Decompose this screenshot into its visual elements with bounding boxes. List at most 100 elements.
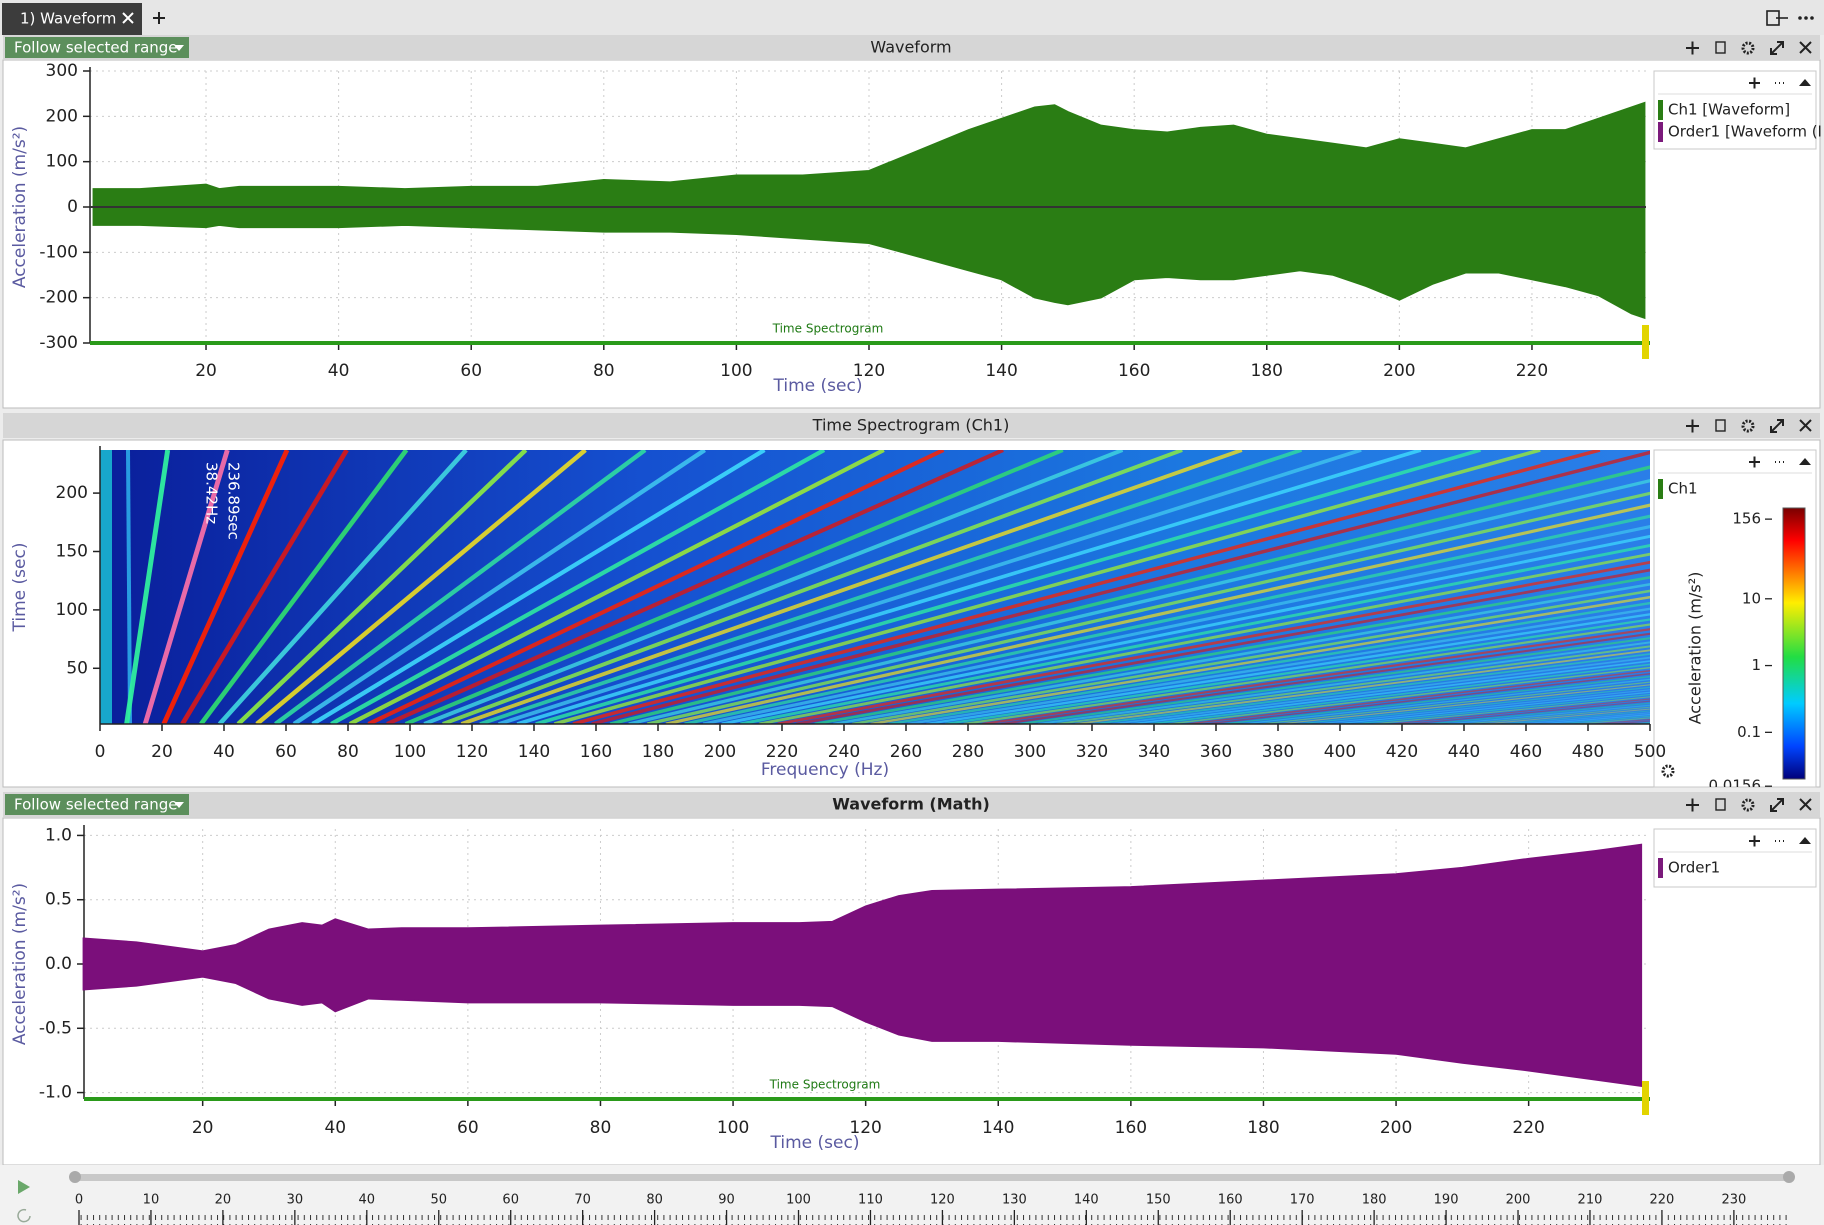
legend-tools[interactable] <box>1749 456 1784 468</box>
slider-track[interactable] <box>72 1174 1792 1181</box>
y-tick-label: -0.5 <box>39 1018 72 1038</box>
order-line <box>1130 660 1650 724</box>
copy-icon[interactable] <box>1715 41 1726 54</box>
y-tick-label: 100 <box>56 600 88 620</box>
colorbar-settings[interactable] <box>1661 764 1675 778</box>
x-tick-label: 280 <box>952 742 984 762</box>
legend-tools[interactable] <box>1749 77 1784 89</box>
x-tick-label: 60 <box>275 742 297 762</box>
maximize-icon[interactable] <box>1770 419 1784 433</box>
order-line <box>684 514 1650 724</box>
legend-label[interactable]: Order1 [Waveform (I <box>1668 123 1822 141</box>
range-marker[interactable] <box>1642 1081 1649 1115</box>
settings-icon[interactable] <box>1741 419 1755 433</box>
order-line <box>702 525 1650 724</box>
close-icon[interactable] <box>1799 41 1812 54</box>
order-line <box>535 450 1482 724</box>
x-tick-label: 20 <box>192 1118 214 1138</box>
order-line <box>1075 649 1650 724</box>
x-tick-label: 200 <box>1380 1118 1412 1138</box>
x-tick-label: 260 <box>890 742 922 762</box>
follow-range-button[interactable] <box>5 37 189 58</box>
x-tick-label: 180 <box>1251 361 1283 381</box>
timeline-tick-label: 30 <box>287 1193 304 1208</box>
slider-handle[interactable] <box>69 1171 81 1183</box>
legend-collapse[interactable] <box>1799 79 1811 86</box>
order-line <box>217 450 468 724</box>
order-line <box>1223 675 1650 724</box>
x-tick-label: 60 <box>460 361 482 381</box>
ruler <box>79 1215 1791 1225</box>
range-strip[interactable] <box>84 1097 1650 1101</box>
follow-range-label[interactable]: Follow selected range <box>14 39 178 57</box>
maximize-icon[interactable] <box>1770 798 1784 812</box>
timeline-tick-label: 130 <box>1002 1193 1027 1208</box>
legend-swatch[interactable] <box>1658 858 1663 878</box>
new-tab[interactable] <box>153 12 165 24</box>
x-tick-label: 100 <box>394 742 426 762</box>
order-line <box>199 450 409 724</box>
settings-icon[interactable] <box>1741 798 1755 812</box>
dropdown-arrow[interactable] <box>174 45 184 51</box>
legend-label[interactable]: Ch1 <box>1668 480 1698 498</box>
legend-swatch[interactable] <box>1658 479 1663 499</box>
tab[interactable] <box>2 3 142 35</box>
legend-label[interactable]: Order1 <box>1668 859 1720 877</box>
close-icon[interactable] <box>1799 419 1812 432</box>
order-line <box>944 618 1650 724</box>
loop-button[interactable] <box>17 1208 31 1223</box>
play-button[interactable] <box>18 1180 30 1194</box>
order-line <box>889 601 1650 724</box>
x-tick-label: 100 <box>720 361 752 381</box>
x-tick-label: 100 <box>717 1118 749 1138</box>
x-tick-label: 180 <box>642 742 674 762</box>
panel-title: Waveform <box>870 38 951 57</box>
timeline-tick-label: 160 <box>1218 1193 1243 1208</box>
legend-label[interactable]: Ch1 [Waveform] <box>1668 101 1790 119</box>
follow-range-button[interactable] <box>5 794 189 815</box>
x-tick-label: 400 <box>1324 742 1356 762</box>
order-line <box>1112 656 1650 724</box>
maximize-icon[interactable] <box>1770 41 1784 55</box>
legend-collapse[interactable] <box>1799 837 1811 844</box>
legend-collapse[interactable] <box>1799 458 1811 465</box>
x-tick-label: 80 <box>593 361 615 381</box>
y-tick-label: 0.5 <box>45 890 72 910</box>
colorbar-label: Acceleration (m/s²) <box>1686 572 1705 725</box>
order-line <box>442 450 1183 724</box>
content: Waveform Follow selected range Ch1 [Wavefo… <box>3 35 1822 1225</box>
x-tick-label: 220 <box>766 742 798 762</box>
x-tick-label: 40 <box>324 1118 346 1138</box>
colorbar-tick-label: 156 <box>1732 510 1761 528</box>
follow-range-label[interactable]: Follow selected range <box>14 796 178 814</box>
order-line <box>1000 632 1650 724</box>
settings-icon[interactable] <box>1741 41 1755 55</box>
x-tick-label: 300 <box>1014 742 1046 762</box>
copy-icon[interactable] <box>1715 798 1726 811</box>
window-icons[interactable] <box>1766 10 1814 26</box>
order-line <box>795 568 1650 724</box>
dropdown-arrow[interactable] <box>174 802 184 808</box>
add-icon[interactable] <box>1686 798 1699 812</box>
y-tick-label: 0 <box>67 197 78 217</box>
x-tick-label: 140 <box>518 742 550 762</box>
timeline-tick-label: 90 <box>718 1193 735 1208</box>
legend-swatch[interactable] <box>1658 100 1663 120</box>
range-marker[interactable] <box>1642 325 1649 359</box>
x-tick-label: 180 <box>1247 1118 1279 1138</box>
order-line <box>870 595 1650 724</box>
copy-icon[interactable] <box>1715 419 1726 432</box>
add-icon[interactable] <box>1686 419 1699 433</box>
order-line <box>498 450 1362 724</box>
order-line <box>1056 645 1650 724</box>
range-strip[interactable] <box>90 341 1650 345</box>
tab-close[interactable] <box>122 12 134 24</box>
slider-handle[interactable] <box>1783 1171 1795 1183</box>
close-icon[interactable] <box>1799 798 1812 811</box>
legend-swatch[interactable] <box>1658 122 1663 142</box>
x-tick-label: 40 <box>213 742 235 762</box>
legend-tools[interactable] <box>1749 835 1784 847</box>
y-axis-label: Acceleration (m/s²) <box>10 883 30 1045</box>
add-icon[interactable] <box>1686 41 1699 55</box>
